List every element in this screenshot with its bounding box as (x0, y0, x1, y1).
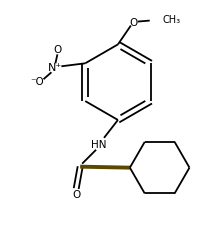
Text: HN: HN (91, 140, 107, 150)
Text: O: O (72, 191, 80, 200)
Text: ⁻O: ⁻O (31, 77, 45, 87)
Text: O: O (53, 45, 61, 55)
Text: N⁺: N⁺ (48, 63, 63, 73)
Text: CH₃: CH₃ (163, 15, 181, 25)
Text: O: O (130, 18, 138, 27)
